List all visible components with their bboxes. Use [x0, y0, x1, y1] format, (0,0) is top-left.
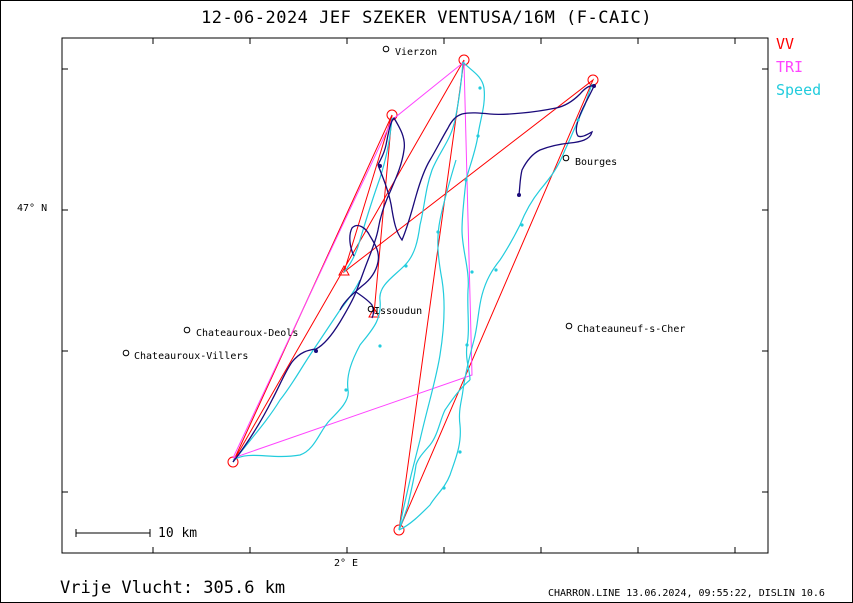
vv-leg-line	[232, 59, 595, 531]
city-marker-chateauroux-villers	[122, 349, 130, 357]
city-label-vierzon: Vierzon	[395, 47, 438, 58]
speed-track	[232, 61, 593, 531]
lat-label: 47° N	[17, 203, 48, 214]
map-frame	[61, 37, 769, 554]
lon-label: 2° E	[334, 558, 359, 569]
city-marker-chateauroux-deols	[183, 326, 191, 334]
city-label-chateauroux-deols: Chateauroux-Deols	[196, 328, 299, 339]
city-label-chateauneuf: Chateauneuf-s-Cher	[577, 324, 686, 335]
dark-track-markers	[314, 84, 596, 353]
vv-route	[227, 54, 599, 536]
legend-vv: VV	[776, 35, 795, 53]
city-label-chateauroux-villers: Chateauroux-Villers	[134, 351, 249, 362]
city-marker-chateauneuf	[565, 322, 573, 330]
city-markers	[122, 45, 573, 357]
lon-ticks	[152, 38, 736, 553]
city-label-bourges: Bourges	[575, 157, 618, 168]
scale-bar	[75, 529, 151, 537]
city-label-issoudun: Issoudun	[374, 306, 423, 317]
city-marker-bourges	[562, 154, 570, 162]
file-info: CHARRON.LINE 13.06.2024, 09:55:22, DISLI…	[548, 588, 825, 599]
vv-start-marker	[338, 264, 350, 276]
free-flight-distance: Vrije Vlucht: 305.6 km	[60, 578, 286, 598]
vv-leg-line-2	[373, 114, 393, 315]
dark-track	[232, 85, 595, 463]
city-marker-vierzon	[382, 45, 390, 53]
speed-track-markers	[344, 86, 580, 490]
chart-title: 12-06-2024 JEF SZEKER VENTUSA/16M (F-CAI…	[201, 8, 652, 28]
legend-tri: TRI	[776, 58, 804, 76]
lat-ticks	[62, 68, 768, 493]
tri-leg-line	[232, 60, 473, 459]
legend-speed: Speed	[776, 81, 822, 99]
vv-turnpoint	[393, 524, 405, 536]
scale-bar-label: 10 km	[158, 526, 198, 541]
vv-finish-marker	[368, 306, 380, 318]
tri-route	[232, 60, 473, 459]
city-marker-issoudun	[367, 305, 375, 313]
